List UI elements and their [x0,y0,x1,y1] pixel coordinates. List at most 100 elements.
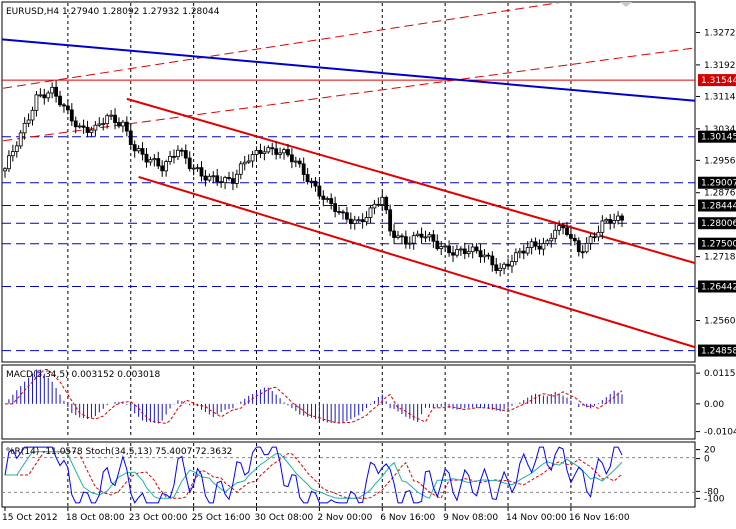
price-level-tag-label: 1.28006 [701,219,736,229]
candle-body [348,218,353,225]
price-level-tag [698,237,736,250]
candle-body [58,95,62,106]
price-level-tag [698,344,736,357]
candle-body [525,247,530,254]
candle-body [415,233,420,237]
candle-body [282,149,286,154]
candle-body [333,203,338,212]
candle-body [3,168,7,172]
candle-body [309,180,314,183]
candle-body [388,209,393,232]
candle-body [301,163,306,175]
time-tick-label: 25 Oct 16:00 [192,513,251,523]
candle-body [604,218,609,222]
candle-body [140,148,145,155]
macd-axis: 0.01155 0.00 -0.01047 [696,369,736,438]
candle-body [380,196,385,205]
candle-body [14,145,19,152]
candle-body [360,219,365,223]
price-tick-label: 1.28760 [704,189,736,199]
price-level-tag [698,217,736,230]
candle-body [435,240,440,250]
macd-pane: MACD(5,34,5) 0.003152 0.003018 0.011550.… [1,364,736,440]
candle-body [364,217,369,223]
macd-axis-label: 0.00 [704,400,724,410]
candle-body [297,160,302,165]
candle-body [246,160,251,163]
time-tick-label: 16 Nov 16:00 [569,513,630,523]
time-tick-label: 18 Oct 08:00 [66,513,125,523]
oscillator-pane-frame [1,441,696,508]
candle-body [183,150,188,159]
candle-body [545,240,550,244]
blue-trendline [2,38,695,102]
candle-body [109,114,114,117]
candle-body [576,240,581,253]
candle-body [65,105,70,111]
candle-body [616,215,620,221]
candle-body [372,203,377,209]
time-axis: 15 Oct 2012 18 Oct 08:00 23 Oct 00:00 25 Oc… [2,507,630,523]
candle-body [584,243,589,253]
macd-pane-frame [1,364,696,440]
williams-r-line [4,446,623,504]
candle-body [455,249,459,256]
candle-body [427,234,432,238]
candle-body [42,94,47,99]
trend-lines [2,3,695,349]
candle-body [608,218,613,224]
candle-body [54,86,58,97]
candle-body [293,160,298,163]
candle-body [565,227,569,235]
macd-axis-label: 0.01155 [704,369,736,379]
oscillator-series [2,446,695,504]
candle-body [537,245,542,250]
candle-body [250,154,255,162]
candle-body [148,159,153,163]
candle-body [211,175,216,178]
candle-body [101,123,106,125]
macd-title: MACD(5,34,5) 0.003152 0.003018 [6,370,161,380]
oscillator-time-gridlines [67,443,572,506]
price-level-tag-label: 1.29007 [701,179,736,189]
candle-body [396,235,400,238]
candle-body [451,252,455,256]
candle-body [121,121,125,127]
candle-body [533,241,538,247]
oscillator-axis-label: 0 [704,455,710,465]
candle-body [168,155,172,162]
one-click-trading-arrow-icon[interactable] [620,2,632,7]
candle-body [7,155,11,170]
candle-body [600,220,605,233]
channel-upper-line [126,97,695,265]
candle-body [164,161,169,172]
candle-body [262,151,267,154]
symbol-label: EURUSD,H4 [6,7,59,17]
candle-body [431,234,436,242]
time-tick-label: 2 Nov 00:00 [317,513,372,523]
macd-axis-label: -0.01047 [704,428,736,438]
candle-body [580,251,585,254]
candle-body [423,236,428,239]
candle-body [529,241,534,248]
oscillator-pane: %R(14) -11.0578 Stoch(34,5,13) 75.4007 7… [1,441,725,508]
candle-body [207,175,212,181]
candle-body [470,246,475,253]
candle-body [572,237,577,242]
candle-body [77,125,82,128]
candle-body [447,245,451,254]
candle-body [289,154,294,163]
candle-body [266,147,271,153]
candle-body [474,246,479,252]
candle-body [510,261,514,267]
candle-body [286,149,290,156]
channel-lower-line [138,175,695,349]
candle-body [136,148,141,152]
candle-body [227,177,231,179]
candle-body [376,203,381,206]
candle-body [89,129,94,133]
candle-body [85,126,90,133]
time-tick-label: 9 Nov 08:00 [443,513,498,523]
candle-body [62,104,66,107]
